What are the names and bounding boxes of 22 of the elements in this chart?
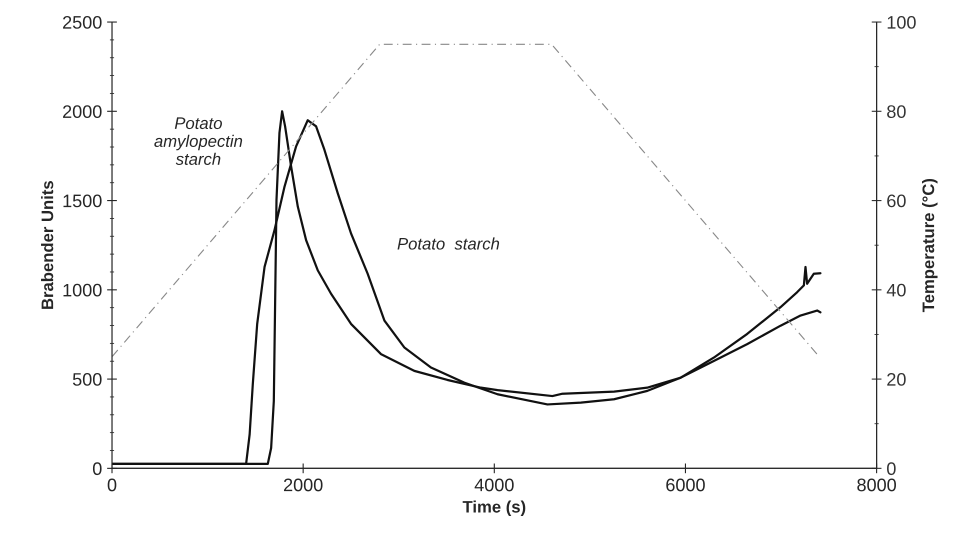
y-tick-label: 500 — [72, 373, 102, 386]
x-tick-label: 2000 — [284, 478, 323, 492]
x-tick-label: 8000 — [857, 478, 896, 492]
y-tick-label: 2000 — [63, 105, 102, 118]
y-tick-label: 2500 — [63, 16, 102, 29]
y2-tick-label: 0 — [887, 462, 896, 476]
y2-axis-title: Temperature (°C) — [922, 178, 938, 312]
annotation: Potato amylopectin starch — [154, 117, 242, 165]
x-tick-label: 6000 — [666, 478, 705, 492]
y-tick-label: 1000 — [64, 284, 102, 297]
y-tick-label: 0 — [92, 462, 102, 476]
x-tick-label: 0 — [108, 478, 116, 492]
y2-tick-label: 100 — [888, 16, 916, 29]
y-axis-title: Brabender Units — [41, 181, 54, 309]
annotation: Potato starch — [398, 237, 500, 250]
y2-tick-label: 20 — [887, 373, 906, 386]
y2-tick-label: 60 — [887, 194, 906, 208]
y2-tick-label: 80 — [887, 105, 906, 118]
y2-tick-label: 40 — [886, 284, 906, 297]
x-tick-label: 4000 — [474, 478, 514, 492]
y-tick-label: 1500 — [64, 194, 102, 208]
x-axis-title: Time (s) — [462, 500, 526, 516]
